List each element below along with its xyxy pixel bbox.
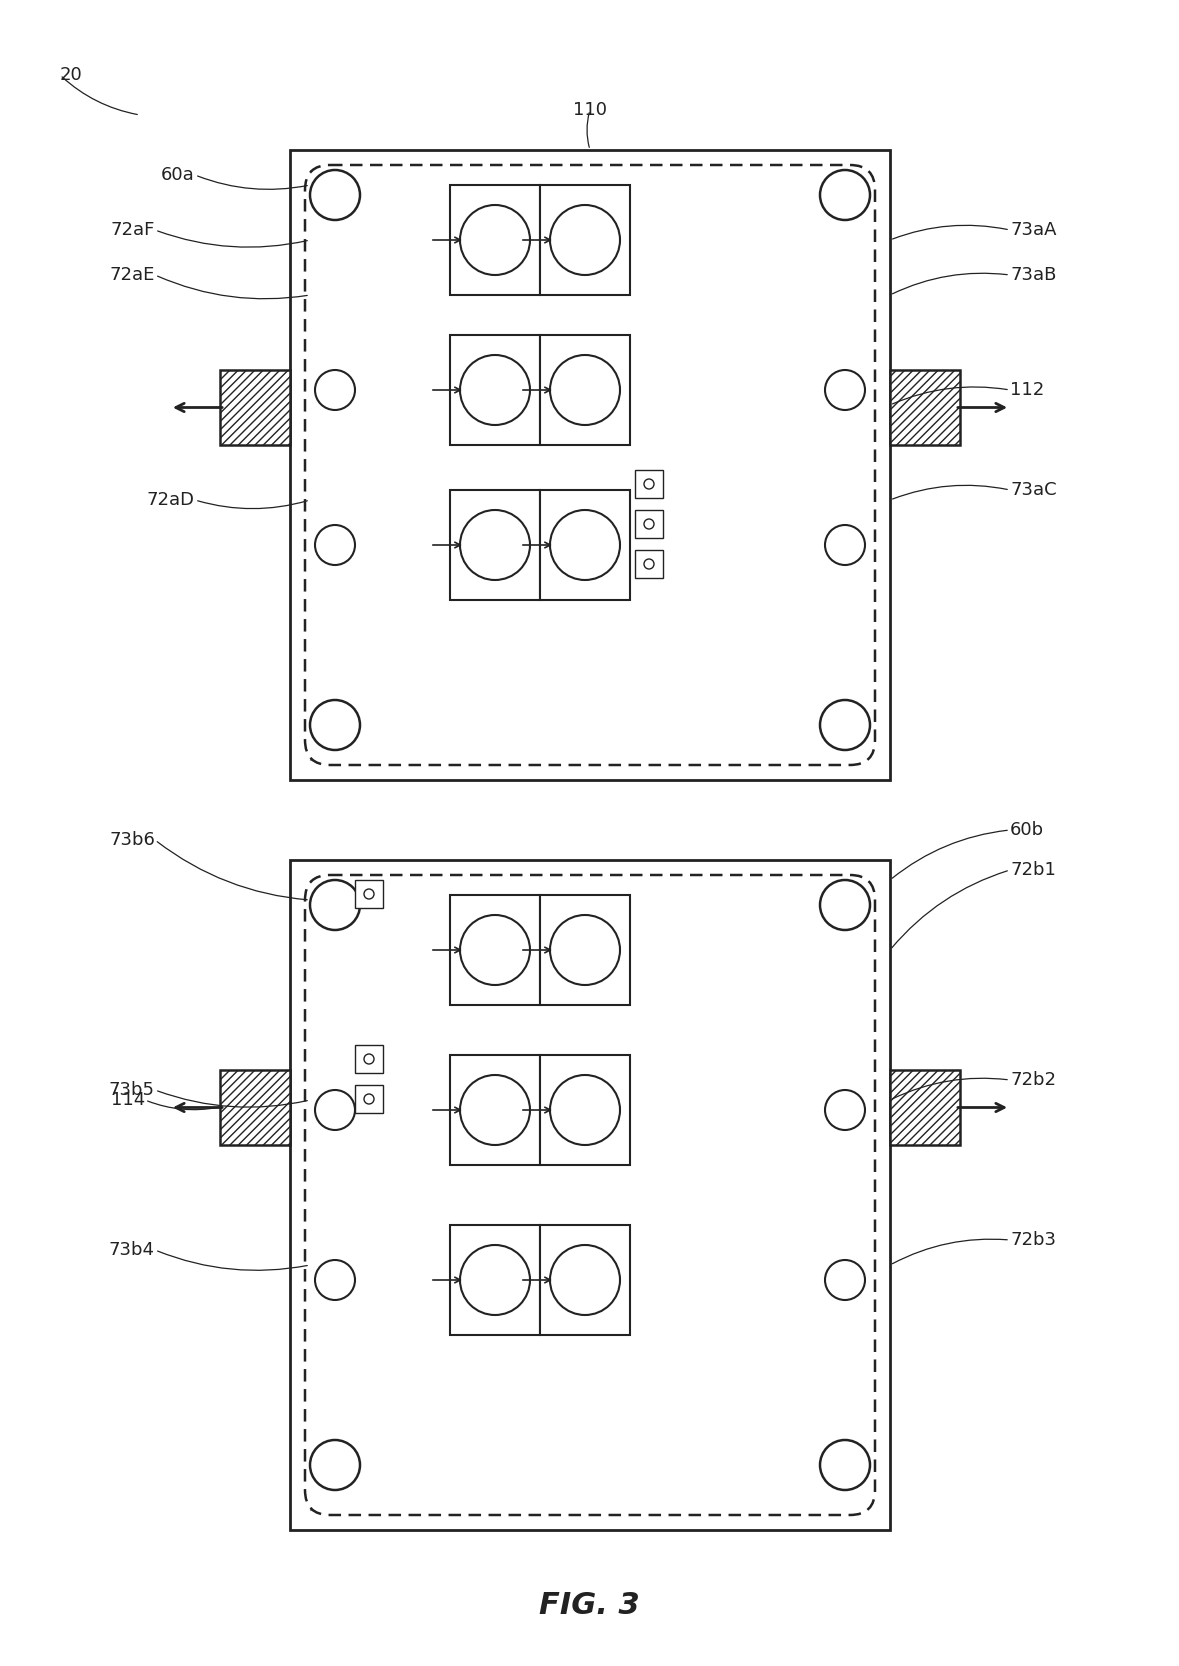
Text: FIG. 3: FIG. 3 [539, 1591, 640, 1621]
Circle shape [310, 700, 360, 750]
Text: 72b3: 72b3 [1010, 1231, 1056, 1250]
Text: 73b5: 73b5 [108, 1081, 154, 1100]
Bar [540, 1225, 630, 1334]
Circle shape [549, 1245, 620, 1314]
Bar [450, 185, 540, 295]
Circle shape [825, 525, 865, 565]
Bar [450, 1225, 540, 1334]
Bar [890, 1070, 960, 1145]
Circle shape [315, 1090, 355, 1130]
Text: 73aB: 73aB [1010, 267, 1056, 283]
Circle shape [825, 1259, 865, 1299]
Text: 72b2: 72b2 [1010, 1071, 1056, 1090]
Bar [635, 550, 663, 578]
Bar [635, 470, 663, 498]
Bar [540, 1055, 630, 1165]
Bar [310, 880, 386, 1509]
Bar [355, 1085, 383, 1113]
Bar [890, 370, 960, 445]
Circle shape [460, 510, 531, 580]
Bar [595, 170, 650, 760]
Circle shape [644, 480, 654, 490]
Circle shape [821, 170, 870, 220]
Bar [450, 490, 540, 600]
Bar [220, 370, 290, 445]
Bar [595, 880, 650, 1509]
Circle shape [460, 355, 531, 425]
Bar [660, 170, 735, 760]
Bar [540, 490, 630, 600]
Text: 72b1: 72b1 [1010, 861, 1056, 880]
Text: 73b4: 73b4 [108, 1241, 154, 1259]
Text: 73aC: 73aC [1010, 481, 1056, 500]
Circle shape [460, 1245, 531, 1314]
Circle shape [310, 170, 360, 220]
Circle shape [315, 525, 355, 565]
Bar [660, 880, 735, 1509]
FancyBboxPatch shape [305, 875, 875, 1514]
Bar [450, 1055, 540, 1165]
Bar [220, 1070, 290, 1145]
Text: 114: 114 [111, 1091, 145, 1110]
Bar [540, 185, 630, 295]
Circle shape [549, 915, 620, 985]
Text: 60a: 60a [162, 167, 195, 183]
Circle shape [310, 1439, 360, 1489]
Bar [635, 510, 663, 538]
Bar [395, 880, 450, 1509]
Circle shape [644, 560, 654, 570]
Bar [310, 170, 386, 760]
Circle shape [825, 1090, 865, 1130]
Text: 110: 110 [573, 102, 607, 118]
Text: 72aF: 72aF [111, 222, 154, 238]
Circle shape [460, 915, 531, 985]
Circle shape [364, 890, 374, 900]
Circle shape [644, 520, 654, 530]
Bar [890, 370, 960, 445]
Text: 20: 20 [60, 67, 83, 83]
Bar [355, 880, 383, 908]
Text: 112: 112 [1010, 382, 1045, 398]
Bar [450, 335, 540, 445]
Circle shape [315, 1259, 355, 1299]
Bar [355, 1045, 383, 1073]
Bar [220, 370, 290, 445]
Circle shape [549, 510, 620, 580]
Text: 72aD: 72aD [147, 491, 195, 510]
Bar [290, 860, 890, 1529]
Circle shape [364, 1055, 374, 1065]
Bar [450, 895, 540, 1005]
Circle shape [364, 1095, 374, 1105]
Text: 72aE: 72aE [110, 267, 154, 283]
Bar [220, 1070, 290, 1145]
Bar [290, 150, 890, 780]
Bar [540, 895, 630, 1005]
Circle shape [549, 205, 620, 275]
Circle shape [549, 1075, 620, 1145]
FancyBboxPatch shape [305, 165, 875, 765]
Circle shape [821, 1439, 870, 1489]
Bar [540, 335, 630, 445]
Circle shape [460, 205, 531, 275]
Circle shape [315, 370, 355, 410]
Bar [395, 170, 450, 760]
Circle shape [825, 370, 865, 410]
Circle shape [549, 355, 620, 425]
Circle shape [821, 700, 870, 750]
Text: 60b: 60b [1010, 821, 1045, 840]
Circle shape [460, 1075, 531, 1145]
Text: 73b6: 73b6 [110, 831, 154, 850]
Text: 73aA: 73aA [1010, 222, 1056, 238]
Circle shape [310, 880, 360, 930]
Bar [890, 1070, 960, 1145]
Circle shape [821, 880, 870, 930]
